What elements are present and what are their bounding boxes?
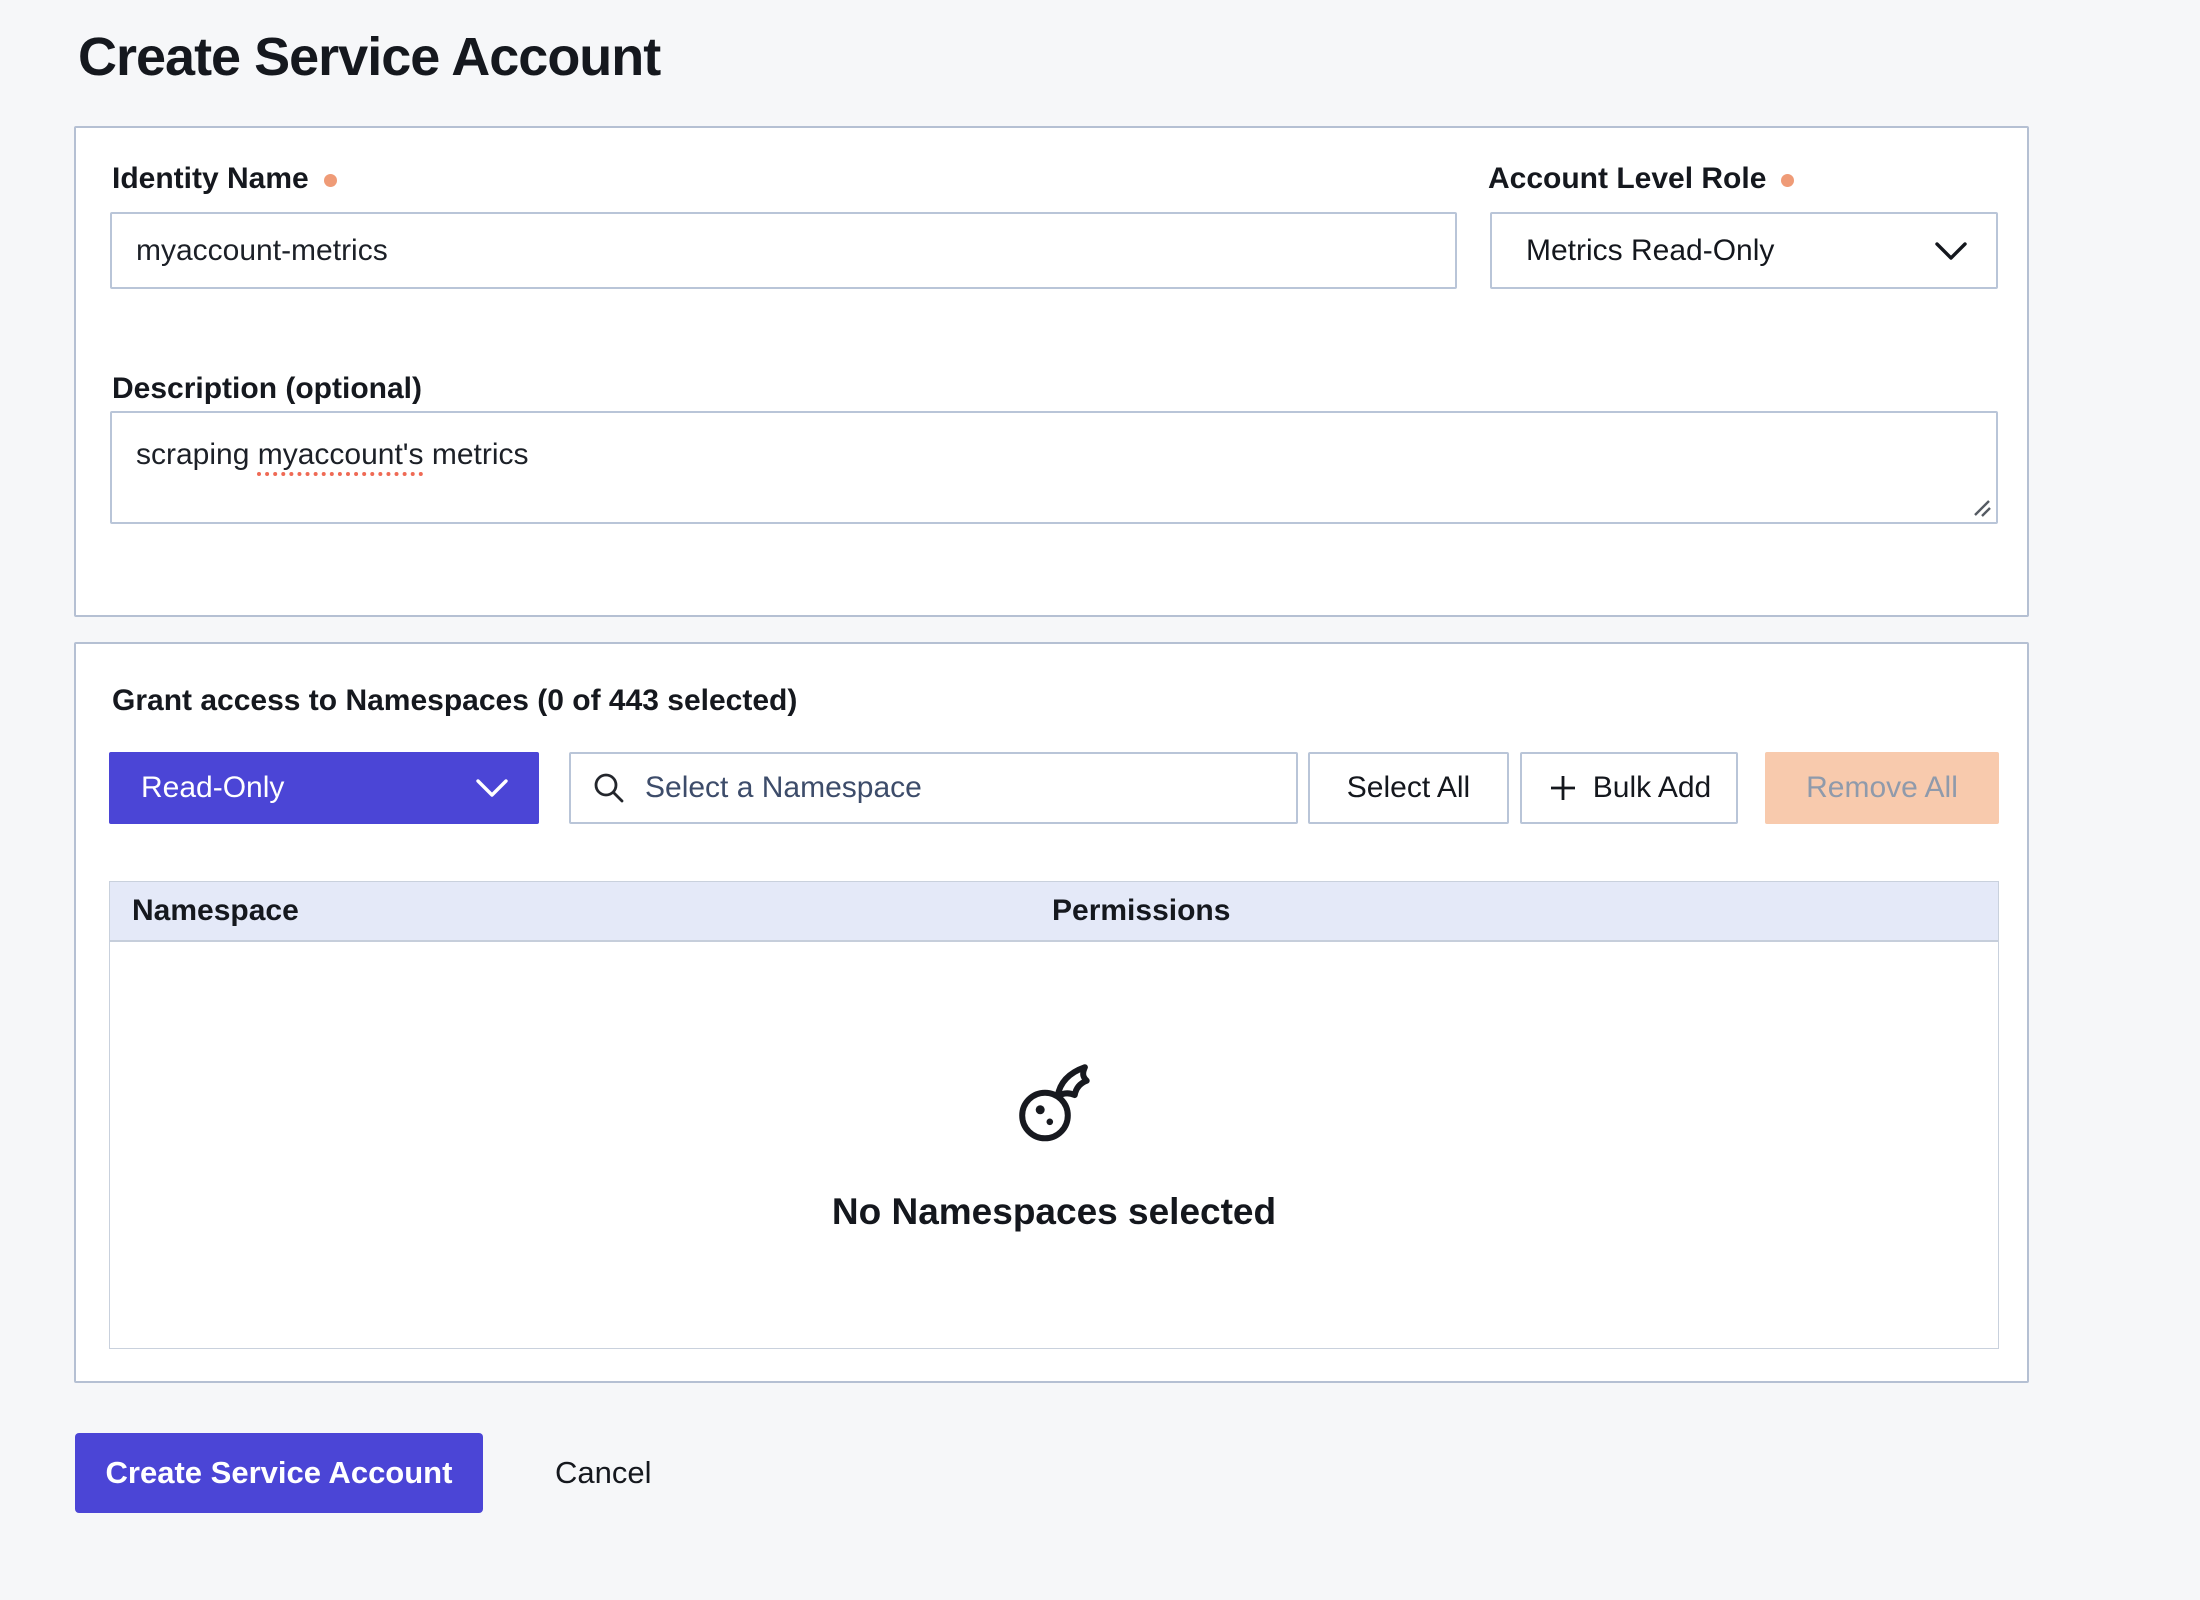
namespaces-card: Grant access to Namespaces (0 of 443 sel… [74, 642, 2029, 1383]
comet-icon [1006, 1057, 1102, 1153]
description-textarea[interactable]: scraping myaccount's metrics [110, 411, 1998, 524]
bulk-add-button[interactable]: Bulk Add [1520, 752, 1738, 824]
resize-handle-icon[interactable] [1969, 495, 1993, 519]
remove-all-button[interactable]: Remove All [1765, 752, 1999, 824]
cancel-button[interactable]: Cancel [549, 1454, 658, 1492]
form-actions: Create Service Account Cancel [75, 1433, 658, 1513]
create-service-account-button[interactable]: Create Service Account [75, 1433, 483, 1513]
account-role-select[interactable]: Metrics Read-Only [1490, 212, 1998, 289]
identity-name-label: Identity Name [112, 162, 337, 196]
plus-icon [1547, 772, 1579, 804]
column-header-permissions: Permissions [1052, 894, 1231, 927]
chevron-down-icon [1934, 240, 1968, 262]
search-icon [591, 770, 627, 806]
search-input[interactable] [643, 770, 1276, 806]
required-indicator [1781, 174, 1795, 187]
column-header-namespace: Namespace [132, 894, 299, 927]
permission-role-dropdown[interactable]: Read-Only [109, 752, 539, 824]
table-empty-state: No Namespaces selected [110, 942, 1998, 1348]
description-label: Description (optional) [112, 372, 422, 405]
chevron-down-icon [475, 777, 509, 799]
misspelled-word: myaccount's [257, 438, 424, 471]
namespace-search [569, 752, 1298, 824]
table-header: Namespace Permissions [110, 882, 1998, 942]
identity-name-input[interactable] [110, 212, 1457, 289]
identity-card: Identity Name Account Level Role Metrics… [74, 126, 2029, 617]
required-indicator [323, 174, 337, 187]
empty-state-message: No Namespaces selected [831, 1191, 1277, 1232]
namespaces-table: Namespace Permissions No Namespaces sele… [109, 881, 1999, 1349]
account-role-label: Account Level Role [1488, 162, 1795, 196]
page-title: Create Service Account [78, 27, 661, 87]
select-all-button[interactable]: Select All [1308, 752, 1509, 824]
namespaces-heading: Grant access to Namespaces (0 of 443 sel… [112, 684, 798, 717]
namespaces-toolbar: Read-Only Select All Bulk Add [109, 752, 1999, 824]
